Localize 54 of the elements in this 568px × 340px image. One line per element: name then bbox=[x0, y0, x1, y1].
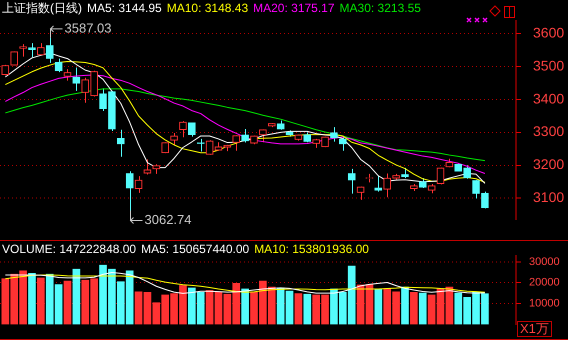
candlestick bbox=[259, 128, 267, 143]
candlestick bbox=[126, 170, 134, 211]
text: MA30: 3213.55 bbox=[340, 1, 421, 15]
candlestick bbox=[472, 180, 480, 200]
candlestick bbox=[170, 132, 178, 146]
candlestick bbox=[46, 37, 54, 64]
bar bbox=[410, 292, 418, 324]
candlestick bbox=[241, 128, 249, 144]
chart-title: 上证指数(日线) bbox=[2, 1, 82, 15]
bar bbox=[241, 288, 249, 324]
y-tick-label: 3600 bbox=[533, 24, 564, 40]
bar bbox=[401, 286, 409, 324]
candlestick bbox=[144, 158, 152, 175]
candlestick bbox=[330, 126, 338, 142]
bar bbox=[374, 288, 382, 324]
y-tick-label: 3200 bbox=[533, 156, 564, 172]
y-tick-label: 3500 bbox=[533, 57, 564, 74]
candlestick bbox=[206, 140, 214, 156]
candlestick bbox=[72, 66, 80, 92]
candlestick bbox=[401, 167, 409, 179]
text: X1万 bbox=[517, 321, 552, 337]
bar bbox=[72, 268, 80, 324]
text: MA10: 3148.43 bbox=[166, 1, 248, 15]
candlestick bbox=[99, 88, 107, 112]
bar bbox=[418, 292, 427, 324]
candlestick bbox=[481, 191, 489, 209]
bar bbox=[294, 293, 302, 324]
bar bbox=[303, 294, 312, 324]
y-tick-label: 30000 bbox=[529, 256, 560, 268]
text: MA5: 3144.95 bbox=[87, 1, 162, 15]
candlestick bbox=[116, 129, 125, 158]
candlestick bbox=[374, 174, 382, 192]
candlestick bbox=[179, 120, 187, 138]
text: MA10: 153801936.00 bbox=[254, 242, 369, 256]
candlestick bbox=[338, 135, 347, 152]
candlestick bbox=[348, 168, 356, 194]
candlestick bbox=[64, 68, 72, 82]
annotation: 3587.03 bbox=[64, 20, 112, 36]
bar bbox=[37, 278, 45, 324]
y-tick-label: 3400 bbox=[533, 90, 564, 106]
text: MA20: 3175.17 bbox=[253, 1, 335, 15]
bar bbox=[64, 280, 72, 324]
y-tick-label: 3100 bbox=[533, 189, 564, 206]
candlestick bbox=[356, 186, 364, 200]
y-tick-label: 3300 bbox=[533, 123, 564, 140]
legend-title: VOLUME: 147222848.00 bbox=[2, 242, 136, 256]
series-label: MA5: 150657440.00 bbox=[141, 242, 250, 256]
bar bbox=[28, 272, 36, 324]
y-tick-label: 10000 bbox=[529, 298, 560, 310]
annotation: 3062.74 bbox=[144, 212, 192, 228]
candlestick bbox=[232, 134, 240, 152]
candlestick bbox=[19, 44, 27, 58]
candlestick bbox=[436, 167, 444, 185]
y-tick-label: 20000 bbox=[529, 276, 560, 289]
